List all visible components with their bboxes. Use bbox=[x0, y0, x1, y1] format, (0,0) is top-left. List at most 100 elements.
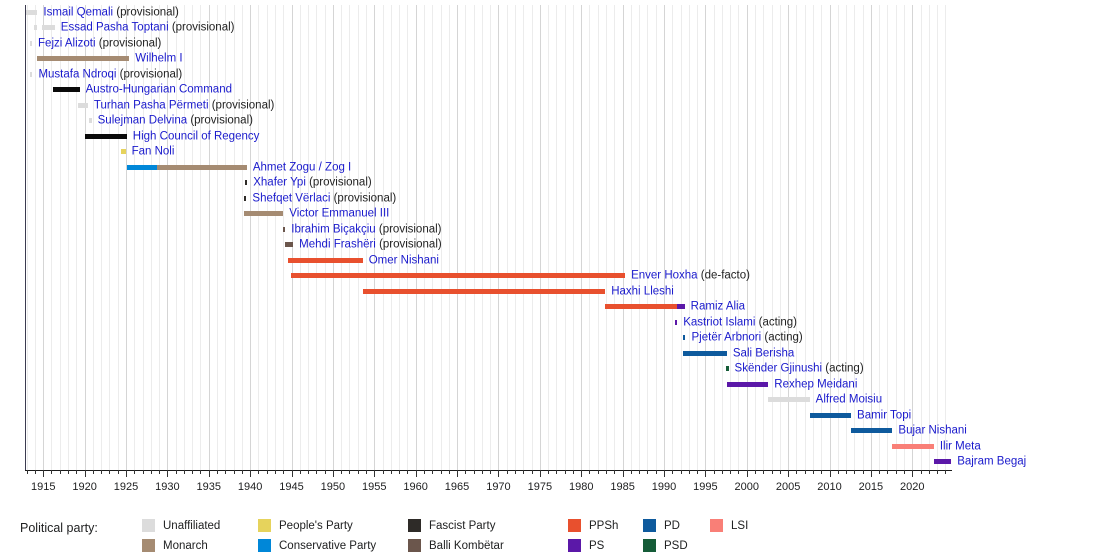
timeline-row-label: Mustafa Ndroqi (provisional) bbox=[38, 67, 182, 81]
axis-tick bbox=[481, 470, 483, 474]
timeline-row-label: Shefqet Vërlaci (provisional) bbox=[252, 191, 397, 205]
axis-tick bbox=[92, 470, 94, 474]
timeline-row-label: Fejzi Alizoti (provisional) bbox=[38, 36, 161, 50]
person-name-link[interactable]: Alfred Moisiu bbox=[815, 393, 883, 406]
person-name-link[interactable]: Xhafer Ypi bbox=[253, 176, 306, 189]
gridline-year bbox=[291, 5, 293, 470]
axis-tick bbox=[440, 470, 442, 474]
gridline-year bbox=[332, 5, 334, 470]
person-name-suffix: (provisional) bbox=[113, 5, 179, 18]
person-name-link[interactable]: Bamir Topi bbox=[857, 408, 912, 421]
axis-tick bbox=[755, 470, 757, 474]
timeline-bar-segment bbox=[126, 164, 157, 170]
timeline-bar-segment bbox=[683, 350, 727, 356]
axis-tick bbox=[43, 470, 45, 477]
person-name-link[interactable]: Sali Berisha bbox=[732, 346, 795, 359]
person-name-link[interactable]: Skënder Gjinushi bbox=[734, 362, 823, 375]
person-name-suffix: (provisional) bbox=[330, 191, 397, 204]
axis-tick bbox=[688, 470, 690, 474]
person-name-link[interactable]: Ramiz Alia bbox=[690, 300, 745, 313]
axis-tick bbox=[415, 470, 417, 477]
person-name-link[interactable]: Austro-Hungarian Command bbox=[85, 83, 232, 96]
gridline-year bbox=[457, 5, 459, 470]
gridline-year bbox=[283, 5, 285, 470]
gridline-year bbox=[142, 5, 144, 470]
axis-tick-label: 1945 bbox=[279, 481, 304, 493]
timeline-row-label: Alfred Moisiu bbox=[816, 394, 882, 406]
person-name-link[interactable]: Turhan Pasha Përmeti bbox=[93, 98, 209, 111]
gridline-year bbox=[407, 5, 409, 470]
axis-tick bbox=[225, 470, 227, 474]
axis-tick-label: 1930 bbox=[155, 481, 180, 493]
gridline-year bbox=[879, 5, 881, 470]
axis-tick-label: 1990 bbox=[651, 481, 677, 493]
gridline-year bbox=[763, 5, 765, 470]
axis-tick-label: 1955 bbox=[362, 481, 387, 493]
timeline-row-label: Ibrahim Biçakçiu (provisional) bbox=[291, 222, 441, 236]
person-name-link[interactable]: Wilhelm I bbox=[135, 52, 183, 65]
person-name-link[interactable]: Ibrahim Biçakçiu bbox=[291, 222, 376, 235]
gridline-year bbox=[374, 5, 376, 470]
person-name-link[interactable]: Enver Hoxha bbox=[631, 269, 698, 282]
axis-tick bbox=[498, 470, 500, 477]
timeline-row-label: Sulejman Delvina (provisional) bbox=[98, 115, 253, 127]
gridline-year bbox=[51, 5, 53, 470]
person-name-link[interactable]: Bujar Nishani bbox=[898, 424, 967, 437]
axis-tick bbox=[630, 470, 632, 474]
timeline-bar-segment bbox=[726, 381, 769, 387]
person-name-link[interactable]: Kastriot Islami bbox=[683, 315, 756, 328]
person-name-link[interactable]: Mustafa Ndroqi bbox=[38, 67, 117, 80]
timeline-row-label: Austro-Hungarian Command bbox=[86, 84, 232, 96]
person-name-link[interactable]: Fan Noli bbox=[131, 145, 175, 158]
gridline-year bbox=[548, 5, 550, 470]
axis-tick bbox=[697, 470, 699, 474]
timeline-bar-segment bbox=[30, 71, 33, 77]
axis-tick bbox=[51, 470, 53, 474]
legend-swatch-psd bbox=[643, 539, 656, 552]
gridline-year bbox=[945, 5, 947, 470]
gridline-year bbox=[862, 5, 864, 470]
timeline-bar-segment bbox=[244, 211, 284, 216]
person-name-link[interactable]: Ismail Qemali bbox=[43, 5, 114, 18]
person-name-link[interactable]: Rexhep Meidani bbox=[774, 377, 858, 390]
legend-label-balli: Balli Kombëtar bbox=[429, 540, 504, 552]
gridline-year bbox=[481, 5, 483, 470]
person-name-link[interactable]: Sulejman Delvina bbox=[97, 114, 188, 127]
timeline-bar-segment bbox=[809, 412, 852, 418]
gridline-year bbox=[738, 5, 740, 470]
gridline-year bbox=[59, 5, 61, 470]
gridline-year bbox=[415, 5, 417, 470]
person-name-link[interactable]: Pjetër Arbnori bbox=[691, 331, 762, 344]
timeline-bar-segment bbox=[768, 397, 810, 402]
person-name-link[interactable]: High Council of Regency bbox=[132, 129, 260, 142]
person-name-suffix: (provisional) bbox=[187, 114, 253, 127]
axis-tick bbox=[713, 470, 715, 474]
axis-tick bbox=[374, 470, 376, 477]
axis-tick-label: 1950 bbox=[320, 481, 346, 493]
axis-tick bbox=[142, 470, 144, 474]
gridline-year bbox=[341, 5, 343, 470]
axis-tick bbox=[821, 470, 823, 474]
gridline-year bbox=[432, 5, 434, 470]
axis-tick bbox=[299, 470, 301, 474]
person-name-link[interactable]: Fejzi Alizoti bbox=[38, 36, 96, 49]
gridline-year bbox=[225, 5, 227, 470]
axis-tick bbox=[655, 470, 657, 474]
timeline-row-label: Bujar Nishani bbox=[898, 425, 966, 437]
gridline-year bbox=[630, 5, 632, 470]
timeline-row-label: Ramiz Alia bbox=[691, 301, 745, 313]
gridline-year bbox=[299, 5, 301, 470]
person-name-link[interactable]: Shefqet Vërlaci bbox=[252, 191, 331, 204]
axis-tick bbox=[34, 470, 36, 474]
axis-tick-label: 1940 bbox=[237, 481, 263, 493]
person-name-link[interactable]: Mehdi Frashëri bbox=[299, 238, 376, 251]
gridline-year bbox=[316, 5, 318, 470]
person-name-link[interactable]: Ilir Meta bbox=[939, 439, 981, 452]
person-name-link[interactable]: Haxhi Lleshi bbox=[611, 284, 674, 297]
person-name-link[interactable]: Bajram Begaj bbox=[957, 455, 1027, 468]
person-name-link[interactable]: Ahmet Zogu / Zog I bbox=[252, 160, 352, 173]
person-name-link[interactable]: Omer Nishani bbox=[368, 253, 439, 266]
person-name-link[interactable]: Victor Emmanuel III bbox=[289, 207, 390, 220]
legend-label-peoples: People's Party bbox=[279, 520, 353, 532]
person-name-link[interactable]: Essad Pasha Toptani bbox=[60, 21, 169, 34]
